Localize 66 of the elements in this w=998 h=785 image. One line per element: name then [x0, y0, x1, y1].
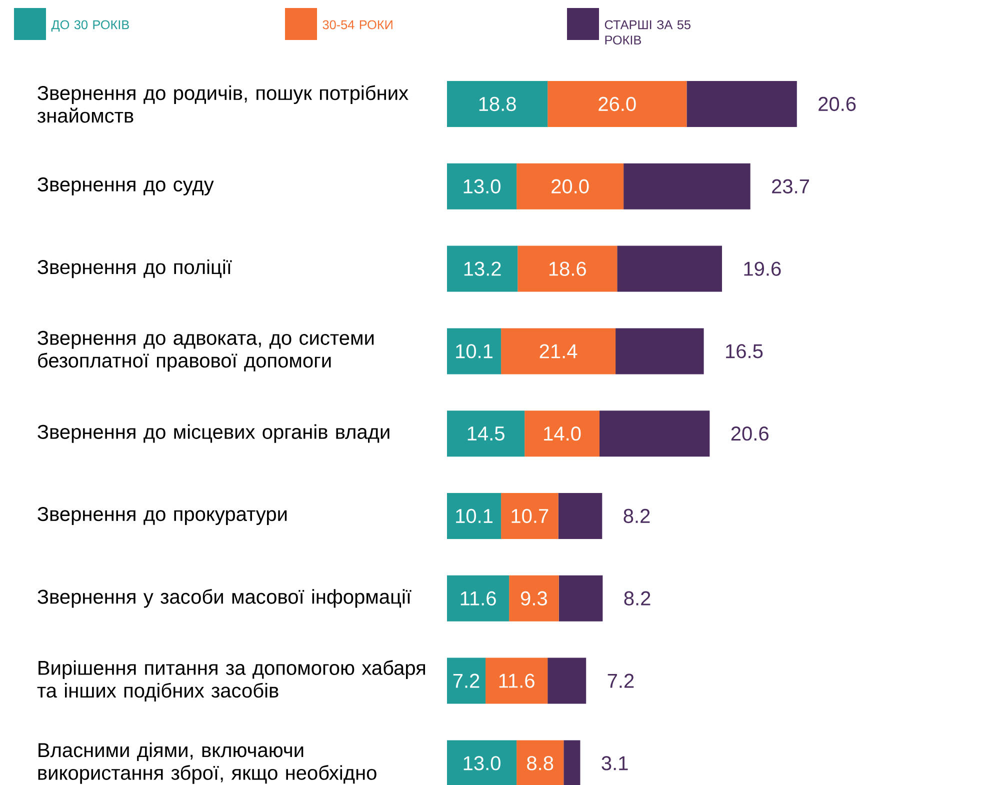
bar	[501, 492, 558, 539]
y-tick-label: Звернення до суду	[38, 177, 214, 196]
data-label: 9.3	[520, 591, 547, 606]
data-label: 10.1	[456, 344, 493, 358]
y-tick-label: Звернення у засоби масової інформації	[38, 588, 412, 608]
bar	[599, 410, 710, 457]
data-label: 13.0	[464, 179, 500, 194]
bar	[509, 575, 559, 622]
bar	[524, 410, 600, 457]
bar	[558, 492, 602, 539]
text: ДО 30 РОКІВ	[51, 20, 129, 32]
data-label: 26.0	[598, 96, 636, 112]
bar	[516, 740, 564, 785]
y-tick-label: Звернення до місцевих органів влади	[38, 424, 390, 443]
data-label: 11.6	[499, 674, 534, 688]
y-tick-label: Звернення до родичів, пошук потрібних знайомств	[37, 85, 408, 123]
bar	[501, 328, 616, 374]
y-tick-label: Вирішення питання за допомогою хабаря та інших подібних засобів	[37, 660, 426, 702]
y-tick-label: Звернення до поліції	[38, 259, 232, 278]
data-label: 20.0	[552, 179, 589, 194]
bar	[516, 163, 624, 210]
data-label: 14.5	[468, 426, 504, 441]
bar	[447, 658, 486, 704]
bar	[447, 163, 517, 210]
bar	[447, 492, 502, 539]
bar	[447, 246, 518, 292]
data-label: 8.2	[624, 508, 650, 524]
data-label: 23.7	[772, 179, 809, 194]
y-tick-label: Власними діями, включаючи використання зброї, якщо необхідно	[38, 742, 376, 784]
y-tick-label: Звернення до адвоката, до системи безоплатної правової допомоги	[38, 330, 374, 372]
data-label: 16.5	[726, 344, 763, 358]
data-label: 3.1	[602, 756, 628, 770]
bar	[518, 246, 618, 292]
data-label: 11.6	[460, 591, 496, 606]
data-label: 10.7	[512, 508, 548, 524]
data-label: 19.6	[744, 262, 781, 276]
data-label: 21.4	[540, 344, 578, 358]
data-label: 20.6	[731, 426, 768, 441]
text: 30-54 РОКИ	[322, 20, 392, 30]
bar	[447, 80, 548, 127]
data-label: 18.8	[479, 96, 516, 112]
data-label: 13.0	[464, 756, 500, 770]
data-label: 18.6	[549, 262, 586, 276]
bar	[564, 740, 580, 785]
data-label: 13.2	[464, 262, 501, 276]
bar	[548, 658, 586, 704]
data-label: 8.2	[624, 591, 650, 606]
bar	[447, 740, 517, 785]
bar	[447, 410, 525, 457]
bar	[624, 163, 750, 210]
bar	[447, 328, 502, 374]
data-label: 7.2	[608, 674, 634, 688]
data-label: 14.0	[544, 426, 581, 441]
y-tick-label: Звернення до прокуратури	[38, 506, 287, 526]
bar	[558, 575, 603, 622]
bar	[447, 575, 510, 622]
bar	[616, 328, 704, 374]
bar	[486, 658, 548, 704]
data-label: 8.8	[527, 756, 554, 770]
data-label: 20.6	[818, 96, 856, 112]
bar	[617, 246, 722, 292]
data-label: 7.2	[453, 674, 480, 688]
bar	[548, 80, 687, 127]
bar	[686, 80, 797, 127]
data-label: 10.1	[456, 508, 493, 524]
text: СТАРШІ ЗА 55 РОКІВ	[604, 20, 690, 45]
